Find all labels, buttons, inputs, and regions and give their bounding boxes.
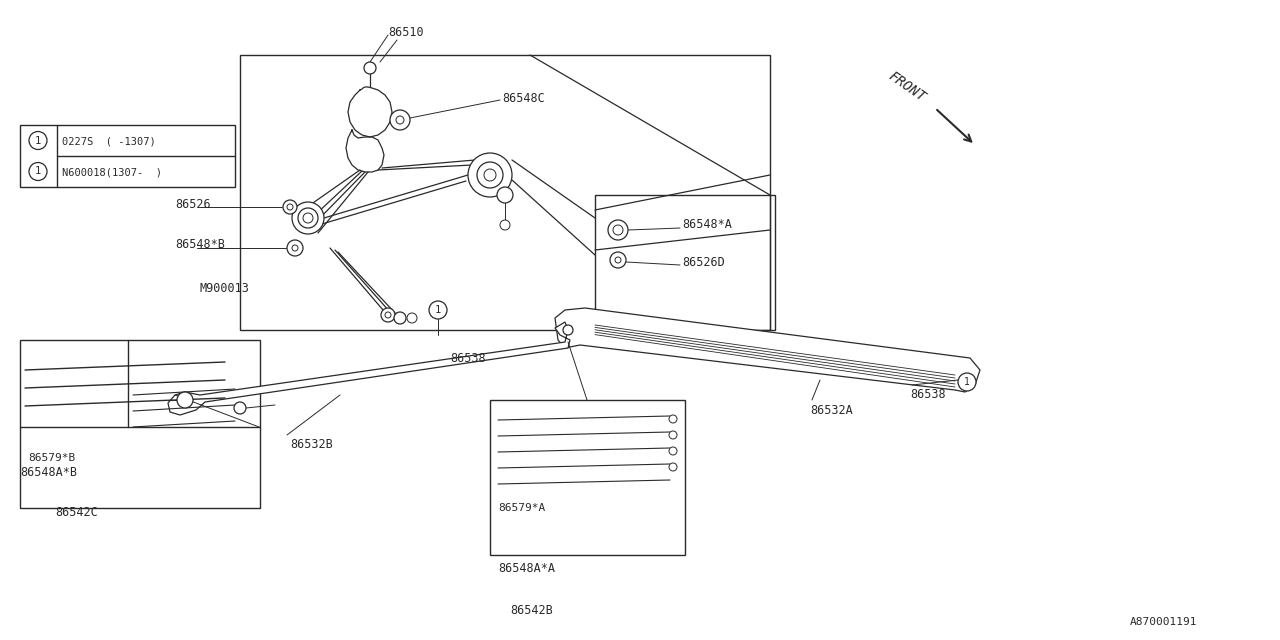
Text: 86579*B: 86579*B <box>28 453 76 463</box>
Text: M900013: M900013 <box>200 282 250 294</box>
Circle shape <box>468 153 512 197</box>
Circle shape <box>287 240 303 256</box>
Text: 86538: 86538 <box>451 351 485 365</box>
Text: N600018(1307-  ): N600018(1307- ) <box>61 168 163 177</box>
Circle shape <box>385 312 390 318</box>
Circle shape <box>613 225 623 235</box>
Text: 1: 1 <box>435 305 442 315</box>
Circle shape <box>390 110 410 130</box>
Text: 86526: 86526 <box>175 198 211 211</box>
Polygon shape <box>168 322 570 415</box>
Text: 86579*A: 86579*A <box>498 503 545 513</box>
Bar <box>490 400 685 555</box>
Circle shape <box>957 373 977 391</box>
Circle shape <box>614 257 621 263</box>
Circle shape <box>497 187 513 203</box>
Circle shape <box>29 163 47 180</box>
Text: 86548*B: 86548*B <box>175 239 225 252</box>
Circle shape <box>407 313 417 323</box>
Circle shape <box>429 301 447 319</box>
Circle shape <box>563 325 573 335</box>
Circle shape <box>381 308 396 322</box>
Circle shape <box>394 312 406 324</box>
Circle shape <box>484 169 497 181</box>
Text: A870001191: A870001191 <box>1130 617 1198 627</box>
Circle shape <box>177 392 193 408</box>
Circle shape <box>303 213 314 223</box>
Circle shape <box>611 252 626 268</box>
Circle shape <box>396 116 404 124</box>
Circle shape <box>29 131 47 150</box>
Text: 1: 1 <box>964 377 970 387</box>
Bar <box>20 125 236 187</box>
Circle shape <box>669 415 677 423</box>
Text: 86542C: 86542C <box>55 506 97 518</box>
Circle shape <box>292 245 298 251</box>
Text: 86548C: 86548C <box>502 92 545 104</box>
Circle shape <box>477 162 503 188</box>
Polygon shape <box>556 308 980 392</box>
Text: 86548A*A: 86548A*A <box>498 561 556 575</box>
Text: 0227S  ( -1307): 0227S ( -1307) <box>61 136 156 147</box>
Text: FRONT: FRONT <box>886 69 928 105</box>
Text: 86548*A: 86548*A <box>682 218 732 232</box>
Circle shape <box>298 208 317 228</box>
Circle shape <box>364 62 376 74</box>
Circle shape <box>669 447 677 455</box>
Circle shape <box>669 463 677 471</box>
Bar <box>241 55 771 330</box>
Circle shape <box>669 431 677 439</box>
Circle shape <box>500 220 509 230</box>
Circle shape <box>608 220 628 240</box>
Text: 86538: 86538 <box>910 388 946 401</box>
Text: 86526D: 86526D <box>682 255 724 269</box>
Text: 86532B: 86532B <box>291 438 333 451</box>
Bar <box>20 340 260 508</box>
Text: 86532A: 86532A <box>810 403 852 417</box>
Bar <box>595 195 774 330</box>
Text: 1: 1 <box>35 136 41 145</box>
Text: 86510: 86510 <box>388 26 424 38</box>
Text: 86548A*B: 86548A*B <box>20 465 77 479</box>
Text: 86542B: 86542B <box>509 604 553 616</box>
Text: 1: 1 <box>35 166 41 177</box>
Circle shape <box>287 204 293 210</box>
Circle shape <box>292 202 324 234</box>
Circle shape <box>960 375 974 389</box>
Circle shape <box>234 402 246 414</box>
Circle shape <box>283 200 297 214</box>
